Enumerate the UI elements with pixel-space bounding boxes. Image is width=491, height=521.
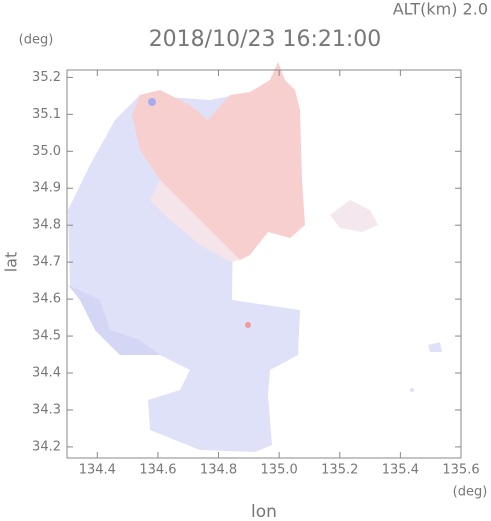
radar-field [68, 62, 442, 452]
blue-area [428, 342, 442, 352]
chart-title: 2018/10/23 16:21:00 [149, 27, 382, 52]
plot-frame [66, 69, 462, 459]
y-tick-label: 34.7 [32, 255, 61, 270]
y-tick-label: 35.2 [32, 70, 61, 85]
chart-subtitle: ALT(km) 2.0 [393, 0, 488, 19]
echo [148, 98, 156, 106]
x-unit: (deg) [453, 485, 488, 500]
y-tick-label: 34.4 [32, 366, 61, 381]
x-tick-label: 135.4 [382, 463, 419, 478]
blue-area [68, 285, 160, 355]
x-tick-label: 134.6 [139, 463, 176, 478]
x-tick-label: 134.8 [200, 463, 237, 478]
blue-area [68, 95, 300, 452]
echo [410, 388, 414, 392]
y-axis-label: lat [2, 252, 21, 273]
x-tick-label: 135.6 [442, 463, 479, 478]
y-tick-label: 34.5 [32, 329, 61, 344]
x-tick-label: 134.4 [79, 463, 116, 478]
y-unit: (deg) [19, 33, 54, 48]
red-area [132, 62, 305, 260]
x-tick-label: 135.2 [321, 463, 358, 478]
x-tick-label: 135.0 [261, 463, 298, 478]
y-tick-label: 34.2 [32, 439, 61, 454]
echo [245, 322, 251, 328]
y-tick-label: 34.8 [32, 218, 61, 233]
mixed-area [150, 180, 240, 262]
x-axis-label: lon [251, 502, 277, 521]
y-tick-label: 34.6 [32, 292, 61, 307]
red-area [330, 200, 378, 232]
y-tick-label: 35.0 [32, 144, 61, 159]
y-tick-label: 34.9 [32, 181, 61, 196]
y-tick-label: 34.3 [32, 402, 61, 417]
y-tick-label: 35.1 [32, 107, 61, 122]
